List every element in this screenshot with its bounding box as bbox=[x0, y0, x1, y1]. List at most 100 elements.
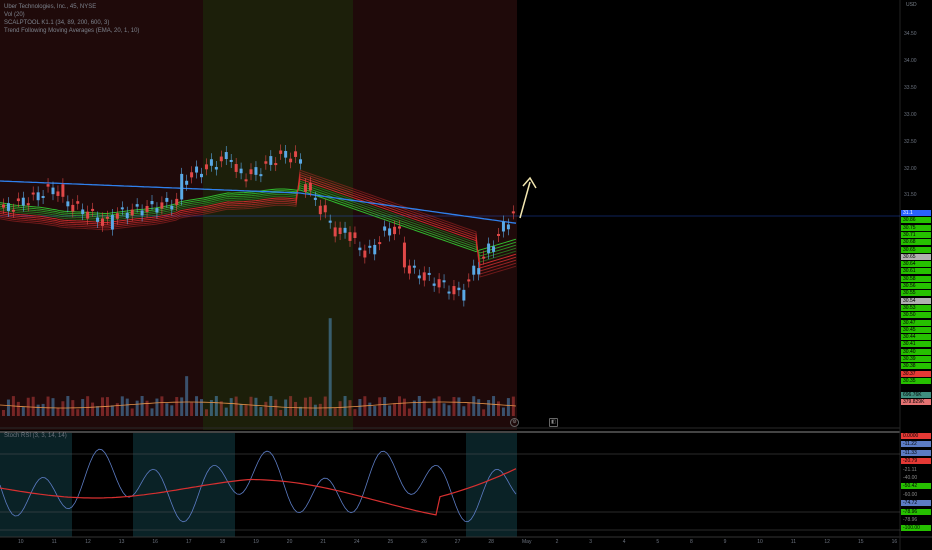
volume-bar bbox=[333, 407, 337, 416]
volume-bar bbox=[229, 398, 233, 416]
price-tag: 30.35 bbox=[901, 377, 931, 384]
volume-bar bbox=[328, 318, 332, 416]
candle bbox=[16, 198, 20, 202]
candle bbox=[81, 209, 85, 215]
price-tag: 30.64 bbox=[901, 261, 931, 268]
date-label: 8 bbox=[690, 539, 693, 545]
volume-ma bbox=[0, 401, 517, 409]
date-label: 16 bbox=[152, 539, 158, 545]
volume-bar bbox=[31, 396, 35, 416]
candle bbox=[209, 159, 213, 166]
candle bbox=[234, 164, 238, 172]
ema-ribbon bbox=[0, 182, 517, 260]
volume-bar bbox=[318, 403, 322, 416]
volume-bar bbox=[482, 409, 486, 416]
volume-bar bbox=[2, 410, 5, 416]
volume-bar bbox=[41, 403, 45, 416]
volume-bar bbox=[348, 400, 352, 416]
snapshot-icon[interactable]: ◧ bbox=[549, 418, 558, 427]
ema-ribbon bbox=[0, 180, 517, 263]
candle bbox=[294, 151, 298, 157]
candle bbox=[36, 192, 40, 201]
date-label: 10 bbox=[757, 539, 763, 545]
ema-ribbon bbox=[0, 169, 517, 278]
price-tick: 33.00 bbox=[904, 112, 917, 118]
date-label: 10 bbox=[18, 539, 24, 545]
price-tag: 30.68 bbox=[901, 239, 931, 246]
candle bbox=[269, 156, 273, 165]
candle bbox=[170, 205, 174, 210]
candle bbox=[462, 289, 466, 301]
volume-bar bbox=[462, 406, 466, 416]
candle bbox=[442, 280, 446, 283]
settings-icon[interactable]: ⚙ bbox=[510, 418, 519, 427]
candle bbox=[46, 184, 50, 187]
candle bbox=[506, 224, 510, 230]
candle bbox=[204, 164, 208, 170]
candle bbox=[105, 216, 109, 219]
volume-bar bbox=[125, 398, 129, 416]
volume-bar bbox=[289, 396, 293, 416]
volume-bar bbox=[120, 396, 124, 416]
ema-ribbon bbox=[0, 173, 517, 272]
indicator-legend: Stoch RSI (3, 3, 14, 14) bbox=[4, 433, 67, 439]
price-tag: 379.829K bbox=[901, 399, 931, 406]
volume-bar bbox=[313, 404, 317, 416]
volume-bar bbox=[511, 396, 515, 416]
date-label: May bbox=[522, 539, 532, 545]
candle bbox=[482, 256, 486, 259]
price-tag: 30.61 bbox=[901, 268, 931, 275]
volume-bar bbox=[56, 407, 60, 416]
volume-bar bbox=[155, 398, 159, 416]
price-tag: 30.56 bbox=[901, 283, 931, 289]
candle bbox=[388, 228, 392, 236]
price-scale[interactable]: 34.50 34.00 33.50 33.00 32.50 32.00 31.50 31.1 3… bbox=[900, 0, 932, 550]
candle bbox=[353, 232, 357, 238]
date-label: 27 bbox=[454, 539, 461, 545]
volume-bar bbox=[209, 400, 213, 416]
indicator-tag: -50.42 bbox=[901, 483, 931, 490]
date-label: 24 bbox=[354, 539, 360, 545]
volume-bar bbox=[388, 405, 392, 416]
candle bbox=[511, 211, 515, 214]
volume-bar bbox=[21, 406, 25, 416]
osc-zone bbox=[133, 433, 235, 537]
indicator-tag: -21.11 bbox=[903, 466, 917, 473]
candle bbox=[472, 265, 476, 275]
candle bbox=[249, 169, 253, 175]
volume-bar bbox=[383, 397, 387, 416]
volume-bar bbox=[195, 396, 199, 416]
candle bbox=[427, 272, 431, 275]
price-tag: 30.86 bbox=[901, 217, 931, 224]
candle bbox=[86, 211, 90, 219]
candle bbox=[150, 201, 154, 205]
date-label: 9 bbox=[723, 539, 727, 545]
candle bbox=[289, 158, 293, 163]
date-label: 25 bbox=[387, 539, 394, 545]
volume-bar bbox=[442, 403, 446, 416]
volume-bar bbox=[378, 397, 382, 416]
date-label: 11 bbox=[51, 539, 57, 545]
volume-bar bbox=[115, 403, 119, 416]
candle bbox=[155, 208, 159, 213]
date-label: 21 bbox=[320, 539, 326, 545]
date-label: 19 bbox=[253, 539, 259, 545]
candle bbox=[328, 220, 332, 223]
candle bbox=[165, 197, 169, 202]
candle bbox=[160, 202, 164, 209]
volume-bar bbox=[46, 396, 50, 416]
ema-ribbon bbox=[0, 171, 517, 275]
volume-bar bbox=[477, 399, 481, 416]
trend-legend: Trend Following Moving Averages (EMA, 20… bbox=[4, 28, 140, 34]
volume-bar bbox=[96, 406, 100, 416]
candle bbox=[373, 244, 377, 255]
volume-bar bbox=[180, 397, 184, 416]
volume-bar bbox=[299, 406, 302, 416]
osc-zone bbox=[466, 433, 517, 537]
volume-bar bbox=[36, 404, 40, 416]
candle bbox=[21, 197, 25, 206]
candle bbox=[417, 275, 421, 279]
volume-bar bbox=[402, 398, 406, 416]
volume-bar bbox=[259, 406, 263, 416]
